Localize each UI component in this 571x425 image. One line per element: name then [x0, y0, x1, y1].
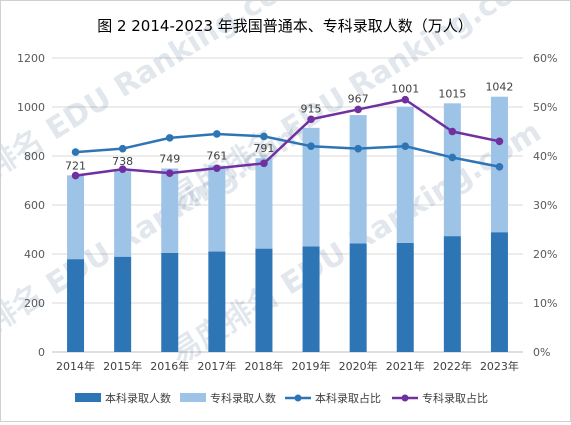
- bar-benke: [67, 259, 85, 352]
- point-zhuanke-ratio: [307, 115, 315, 124]
- bar-benke: [396, 242, 414, 352]
- bar-zhuanke: [349, 115, 367, 244]
- bar-zhuanke: [161, 168, 179, 253]
- point-zhuanke-ratio: [71, 171, 80, 180]
- right-axis-ticks: 0% 10% 20% 30% 40% 50% 60%: [533, 52, 557, 359]
- bar-zhuanke: [114, 171, 132, 257]
- y-tick-label: 1000: [17, 101, 45, 114]
- x-axis-labels: 2014年 2015年 2016年 2017年 2018年 2019年 2020年 2021年…: [56, 359, 519, 373]
- y2-tick-label: 50%: [533, 101, 557, 114]
- point-benke-ratio: [165, 134, 174, 142]
- point-zhuanke-ratio: [260, 159, 268, 168]
- total-label: 721: [65, 159, 86, 172]
- bar-zhuanke: [67, 175, 85, 260]
- x-tick-label: 2021年: [386, 359, 425, 373]
- bar-zhuanke: [208, 165, 226, 252]
- point-zhuanke-ratio: [213, 164, 221, 173]
- legend-swatch: [180, 393, 206, 402]
- total-label: 791: [253, 142, 274, 155]
- bar-zhuanke: [255, 158, 273, 249]
- y-tick-label: 800: [24, 150, 45, 163]
- total-label: 967: [348, 92, 369, 105]
- point-zhuanke-ratio: [165, 169, 174, 177]
- x-tick-label: 2020年: [339, 359, 378, 373]
- y-tick-label: 1200: [17, 52, 45, 65]
- point-benke-ratio: [307, 142, 315, 150]
- y-tick-label: 600: [24, 199, 45, 212]
- x-tick-label: 2023年: [480, 359, 519, 373]
- bar-benke: [349, 243, 367, 352]
- x-tick-label: 2016年: [150, 359, 189, 373]
- point-benke-ratio: [260, 132, 268, 141]
- point-benke-ratio: [448, 153, 457, 162]
- legend: 本科录取人数 专科录取人数 本科录取占比 专科录取占比: [75, 391, 488, 405]
- line-zhuanke-ratio: [75, 98, 500, 177]
- point-zhuanke-ratio: [354, 105, 362, 114]
- point-benke-ratio: [401, 142, 410, 150]
- bar-benke: [302, 246, 320, 352]
- chart-title: 图 2 2014-2023 年我国普通本、专科录取人数（万人）: [97, 17, 473, 35]
- point-zhuanke-ratio: [118, 165, 127, 174]
- point-zhuanke-ratio: [495, 137, 504, 146]
- legend-marker: [294, 394, 302, 402]
- total-label: 1015: [438, 87, 466, 100]
- legend-label: 本科录取占比: [315, 391, 381, 405]
- legend-swatch: [75, 393, 101, 402]
- bar-benke: [255, 248, 273, 352]
- point-benke-ratio: [118, 144, 127, 153]
- point-benke-ratio: [71, 148, 80, 156]
- y2-tick-label: 20%: [533, 248, 557, 261]
- left-axis-ticks: 0 200 400 600 800 1000 1200: [17, 52, 45, 359]
- legend-label: 本科录取人数: [105, 391, 171, 405]
- bars: [67, 96, 508, 352]
- total-label: 738: [112, 155, 133, 168]
- bar-benke: [490, 232, 508, 352]
- legend-label: 专科录取人数: [210, 391, 276, 405]
- total-labels: 721 738 749 761 791 915 967 1001 1015 1042: [65, 81, 513, 173]
- legend-label: 专科录取占比: [422, 391, 488, 405]
- y2-tick-label: 30%: [533, 199, 557, 212]
- y-tick-label: 0: [38, 346, 45, 359]
- total-label: 915: [301, 102, 322, 115]
- bar-zhuanke: [396, 106, 414, 243]
- point-benke-ratio: [495, 162, 504, 171]
- bar-zhuanke: [443, 103, 461, 237]
- bar-zhuanke: [302, 127, 320, 247]
- y2-tick-label: 60%: [533, 52, 557, 65]
- x-tick-label: 2015年: [103, 359, 142, 373]
- total-label: 749: [159, 152, 180, 165]
- total-label: 1042: [485, 81, 513, 94]
- x-tick-label: 2017年: [197, 359, 236, 373]
- bar-benke: [114, 256, 132, 352]
- point-zhuanke-ratio: [448, 127, 457, 136]
- y2-tick-label: 40%: [533, 150, 557, 163]
- x-tick-label: 2018年: [244, 359, 283, 373]
- y-tick-label: 200: [24, 297, 45, 310]
- y2-tick-label: 0%: [533, 346, 550, 359]
- bar-benke: [443, 236, 461, 352]
- y-tick-label: 400: [24, 248, 45, 261]
- bar-benke: [161, 252, 179, 352]
- total-label: 1001: [391, 83, 419, 96]
- point-zhuanke-ratio: [401, 95, 410, 104]
- x-tick-label: 2022年: [433, 359, 472, 373]
- legend-marker: [401, 394, 409, 402]
- point-benke-ratio: [354, 144, 362, 153]
- y2-tick-label: 10%: [533, 297, 557, 310]
- lines: [71, 95, 504, 180]
- x-tick-label: 2019年: [292, 359, 331, 373]
- bar-benke: [208, 251, 226, 352]
- x-tick-label: 2014年: [56, 359, 95, 373]
- point-benke-ratio: [213, 130, 221, 138]
- total-label: 761: [206, 150, 227, 163]
